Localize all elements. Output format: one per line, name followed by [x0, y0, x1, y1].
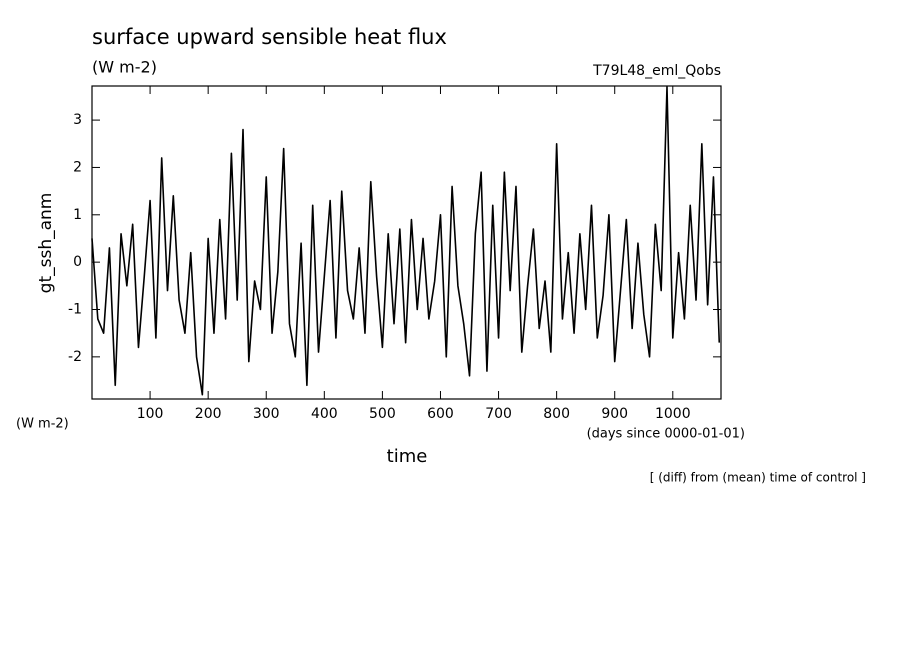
y-tick-label: -1: [68, 302, 82, 318]
x-tick-label: 900: [601, 406, 628, 422]
x-tick-label: 300: [253, 406, 280, 422]
run-label: T79L48_eml_Qobs: [592, 63, 721, 79]
chart-title: surface upward sensible heat flux: [92, 25, 447, 49]
x-tick-label: 600: [427, 406, 454, 422]
x-tick-label: 200: [195, 406, 222, 422]
x-tick-label: 500: [369, 406, 396, 422]
subtitle: (W m-2): [92, 58, 157, 77]
x-tick-label: 1000: [655, 406, 691, 422]
y-tick-label: 1: [73, 207, 82, 223]
x-axis-label: time: [387, 446, 428, 467]
y-axis-label: gt_ssh_anm: [36, 193, 56, 294]
y-tick-label: 2: [73, 159, 82, 175]
x-tick-label: 700: [485, 406, 512, 422]
note: [ (diff) from (mean) time of control ]: [650, 471, 866, 485]
y-tick-label: 3: [73, 112, 82, 128]
x-tick-label: 800: [543, 406, 570, 422]
y-units: (W m-2): [16, 417, 69, 432]
x-tick-label: 400: [311, 406, 338, 422]
data-line: [91, 86, 721, 396]
y-tick-label: -2: [68, 349, 82, 365]
x-tick-label: 100: [137, 406, 164, 422]
y-tick-label: 0: [73, 254, 82, 270]
x-units: (days since 0000-01-01): [587, 427, 745, 442]
plot-frame: [91, 85, 722, 400]
